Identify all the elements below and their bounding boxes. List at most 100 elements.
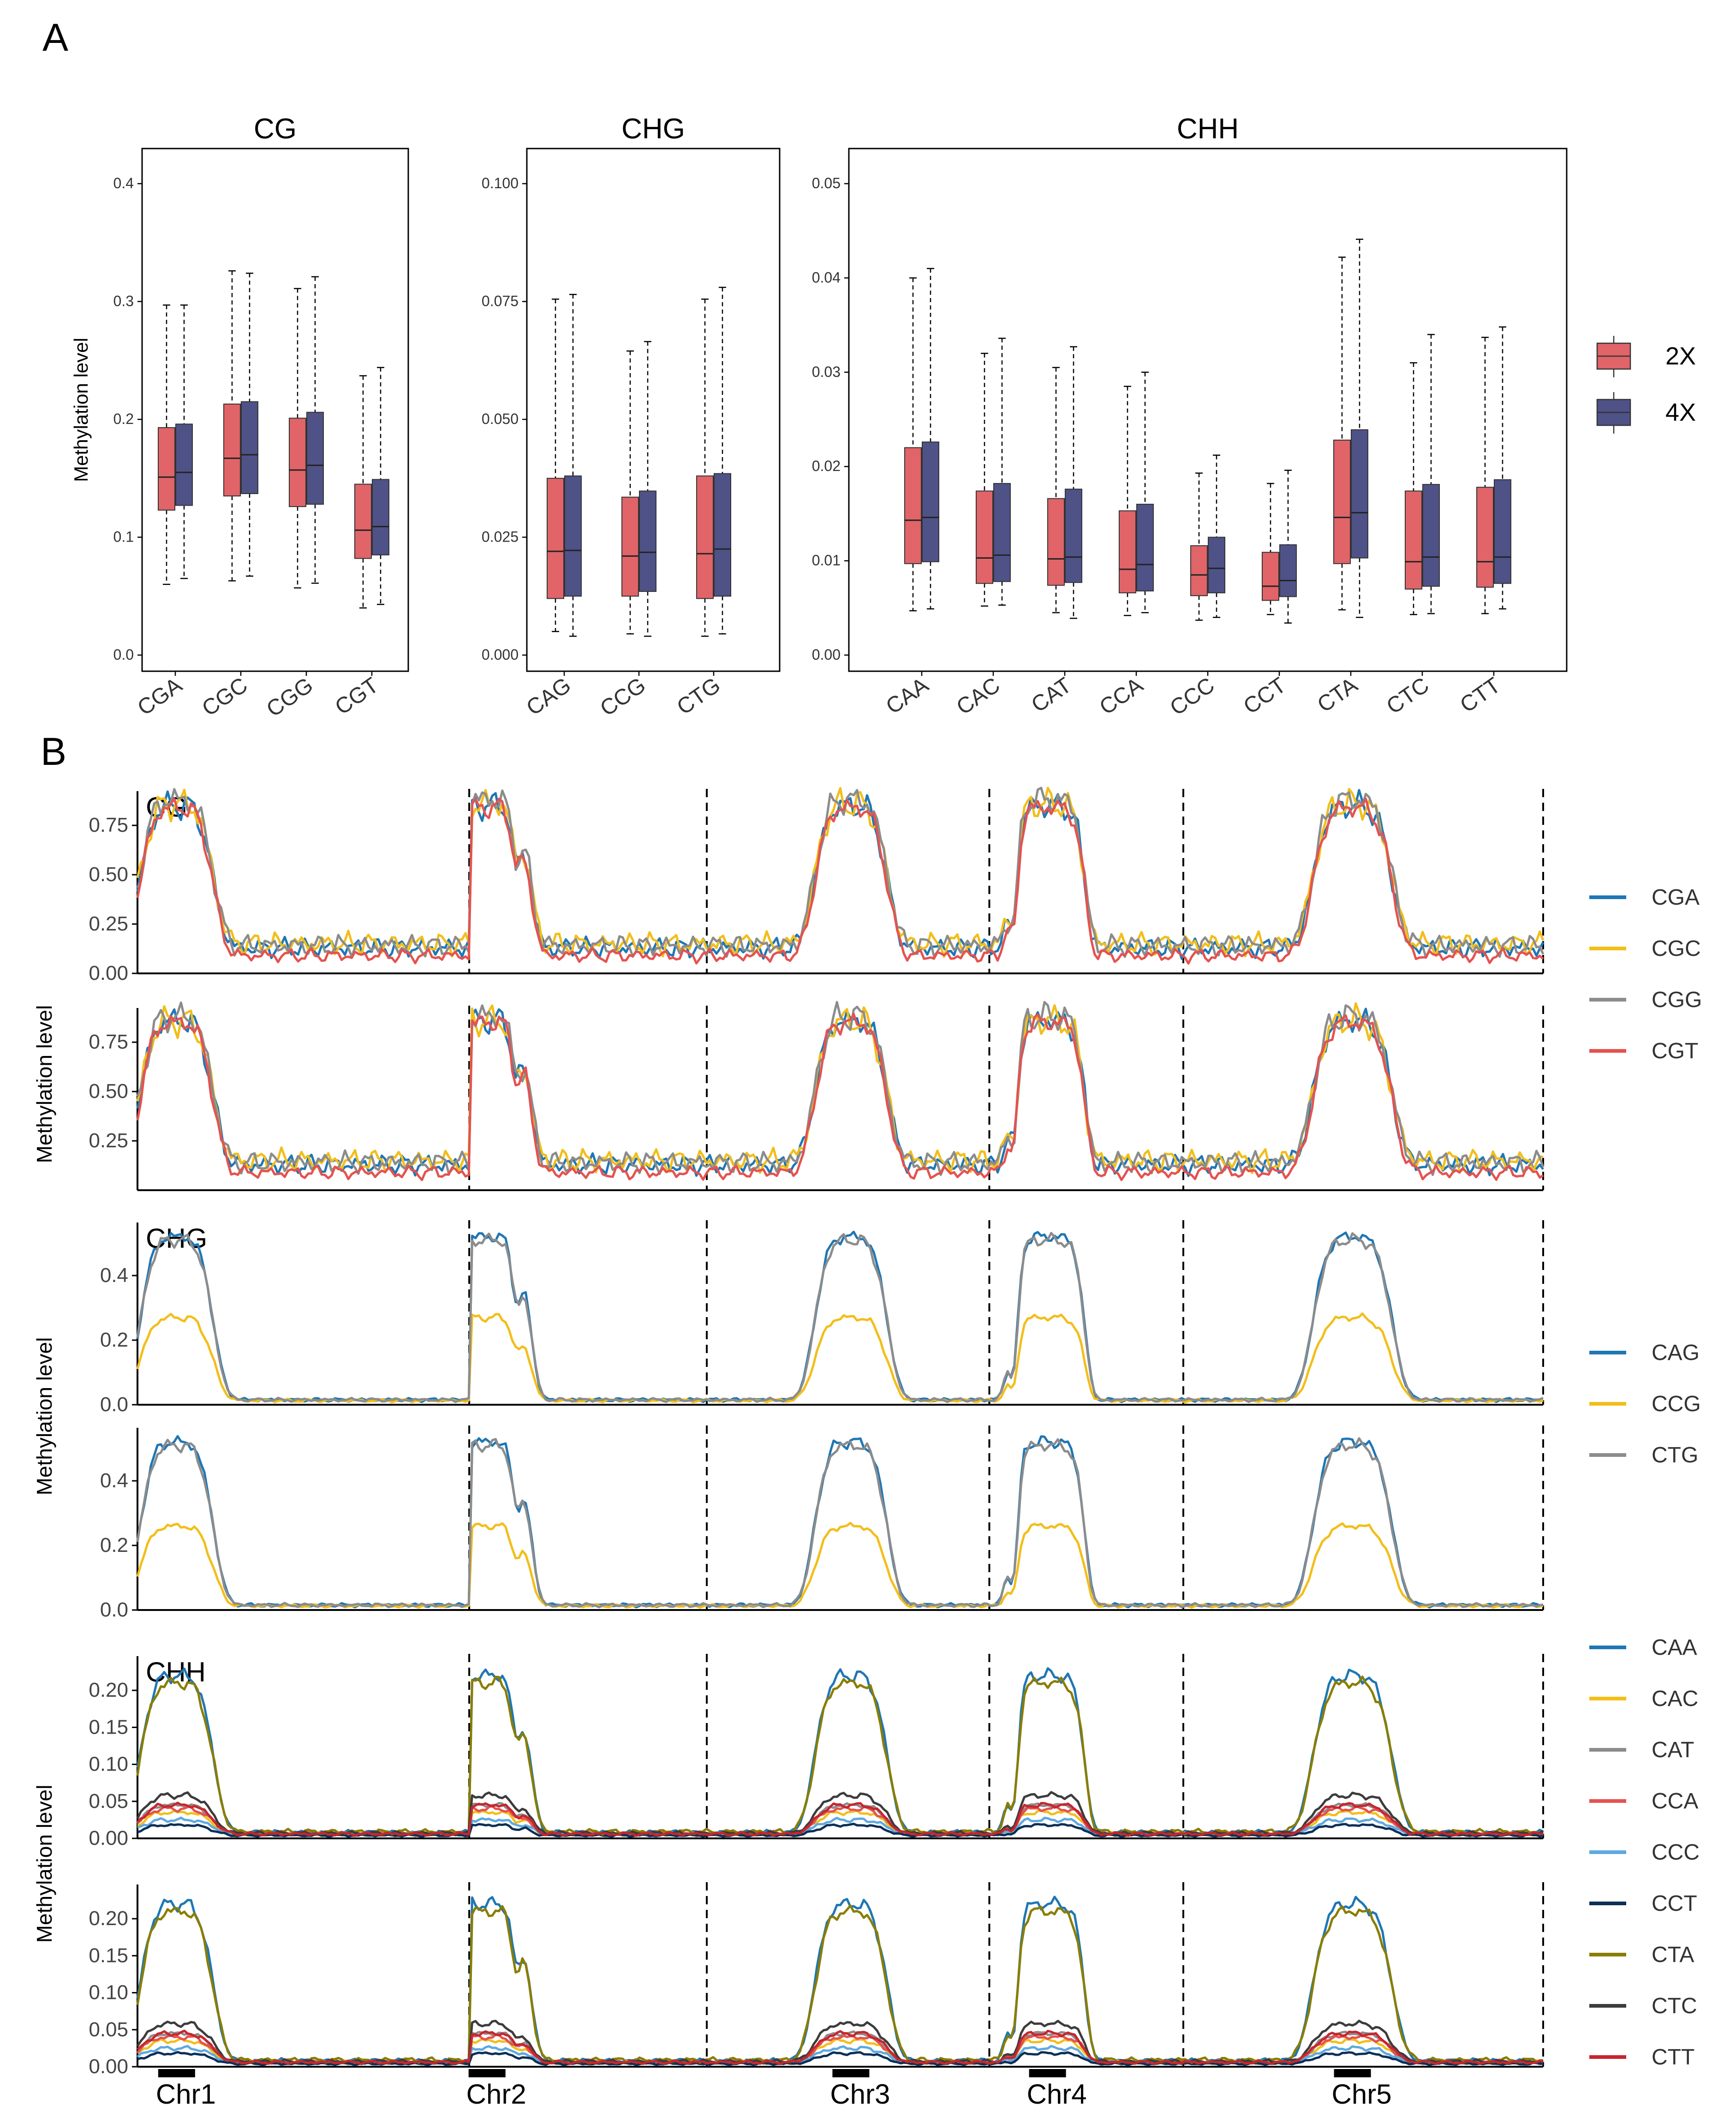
series-line-ctg	[136, 1232, 1544, 1403]
series-line-caa	[136, 1896, 1544, 2064]
legend-label: 2X	[1665, 342, 1696, 370]
box-4x	[372, 479, 389, 555]
box-2x	[158, 427, 175, 511]
y-tick-label: 0.4	[100, 1264, 128, 1287]
x-tick-label: CTA	[1313, 673, 1362, 717]
box-4x	[1422, 484, 1440, 587]
centromere-bar	[832, 2069, 870, 2077]
y-tick-label: 0.50	[89, 1080, 128, 1103]
plot-frame	[141, 148, 409, 672]
legend-label: CCT	[1652, 1891, 1697, 1916]
x-tick-label: CGA	[133, 673, 187, 721]
centromere-bar	[158, 2069, 195, 2077]
chromosome-label: Chr2	[466, 2079, 526, 2110]
y-tick-label: 0.03	[812, 364, 841, 380]
line-panel-cg: 0.25 0.50 0.75	[89, 1001, 1545, 1191]
y-tick-label: 0.2	[100, 1534, 128, 1556]
y-tick-label: 0.05	[89, 1790, 128, 1813]
y-tick-label: 0.075	[482, 293, 519, 310]
legend-label: CCC	[1652, 1840, 1700, 1865]
box-4x	[1494, 479, 1511, 584]
y-axis-label: Methylation level	[32, 1785, 56, 1943]
y-axis-label: Methylation level	[32, 1337, 56, 1496]
legend-label: CTA	[1652, 1943, 1694, 1967]
series-line-ctc	[136, 1791, 1544, 1837]
series-line-cgt	[136, 797, 1544, 965]
series-line-ctt	[137, 1801, 1544, 1837]
box-2x	[547, 477, 564, 599]
y-tick-label: 0.025	[482, 529, 519, 545]
y-tick-label: 0.1	[113, 529, 134, 545]
x-tick-label: CCC	[1166, 673, 1219, 721]
y-tick-label: 0.2	[100, 1329, 128, 1351]
x-tick-label: CTT	[1456, 673, 1505, 718]
y-tick-label: 0.0	[113, 646, 134, 663]
series-line-ctg	[136, 1437, 1544, 1609]
y-tick-label: 0.25	[89, 1129, 128, 1152]
y-tick-label: 0.000	[482, 646, 519, 663]
y-tick-label: 0.25	[89, 912, 128, 935]
legend-chh: CAA CAC CAT CCA CCC CCT CTA CTC CTT	[1589, 1635, 1700, 2069]
legend-cg: CGA CGC CGG CGT	[1589, 885, 1702, 1063]
x-tick-label: CGC	[198, 673, 252, 722]
centromere-bar	[1029, 2069, 1066, 2077]
y-tick-label: 0.100	[482, 175, 519, 191]
chromosome-label: Chr3	[830, 2079, 890, 2110]
box-chart-cg: CG Methylation level 0.0 0.1 0.2 0.3 0.4 CGA CGC…	[70, 113, 409, 722]
y-tick-label: 0.0	[100, 1393, 128, 1416]
chromosome-axis: Chr1 Chr2 Chr3 Chr4 Chr5	[156, 2069, 1392, 2110]
x-tick-label: CGG	[262, 673, 317, 722]
box-2x	[1190, 545, 1208, 596]
box-2x	[976, 490, 993, 584]
y-tick-label: 0.75	[89, 1031, 128, 1053]
y-tick-label: 0.01	[812, 552, 841, 569]
x-tick-label: CAC	[952, 673, 1004, 720]
box-chart-chh: CHH 0.00 0.01 0.02 0.03 0.04 0.05 CAA CAC CAT CCA C…	[812, 113, 1568, 721]
series-line-cag	[136, 1435, 1544, 1609]
legend-label: CAG	[1652, 1341, 1700, 1365]
series-line-cca	[136, 2033, 1544, 2065]
box-4x	[993, 483, 1011, 582]
x-tick-label: CCG	[596, 673, 650, 722]
series-line-cag	[136, 1230, 1544, 1403]
box-2x	[1119, 510, 1136, 594]
legend-label: CTG	[1652, 1443, 1698, 1467]
series-line-ccg	[136, 1312, 1544, 1404]
series-line-cga	[136, 1008, 1544, 1177]
box-2x	[1405, 490, 1422, 590]
x-tick-label: CCT	[1239, 673, 1290, 719]
series-line-cgc	[136, 787, 1545, 958]
box-4x	[1351, 429, 1368, 559]
legend-label: CGG	[1652, 988, 1702, 1012]
series-line-cgt	[136, 1013, 1544, 1181]
box-4x	[714, 473, 731, 597]
box-2x	[904, 447, 922, 564]
legend-label: CAT	[1652, 1738, 1694, 1762]
box-2x	[1262, 552, 1279, 601]
y-tick-label: 0.4	[113, 175, 134, 191]
legend-label: CGA	[1652, 885, 1700, 910]
box-4x	[1065, 489, 1082, 583]
x-tick-label: CCA	[1095, 673, 1147, 720]
y-tick-label: 0.00	[89, 1827, 128, 1849]
x-tick-label: CTG	[673, 673, 725, 720]
y-tick-label: 0.4	[100, 1469, 128, 1492]
y-tick-label: 0.050	[482, 411, 519, 427]
chromosome-label: Chr5	[1332, 2079, 1392, 2110]
y-tick-label: 0.05	[812, 175, 841, 191]
panel-label-b: B	[41, 730, 66, 773]
y-tick-label: 0.0	[100, 1598, 128, 1621]
x-tick-label: CAT	[1027, 673, 1076, 717]
y-tick-label: 0.3	[113, 293, 134, 310]
box-2x	[621, 496, 639, 597]
legend-label: CTC	[1652, 1994, 1697, 2018]
centromere-bar	[468, 2069, 506, 2077]
legend-chg: CAG CCG CTG	[1589, 1341, 1701, 1467]
y-tick-label: 0.15	[89, 1716, 128, 1738]
y-tick-label: 0.04	[812, 269, 841, 286]
legend-label: CCG	[1652, 1392, 1701, 1416]
legend-label: CAC	[1652, 1687, 1698, 1711]
